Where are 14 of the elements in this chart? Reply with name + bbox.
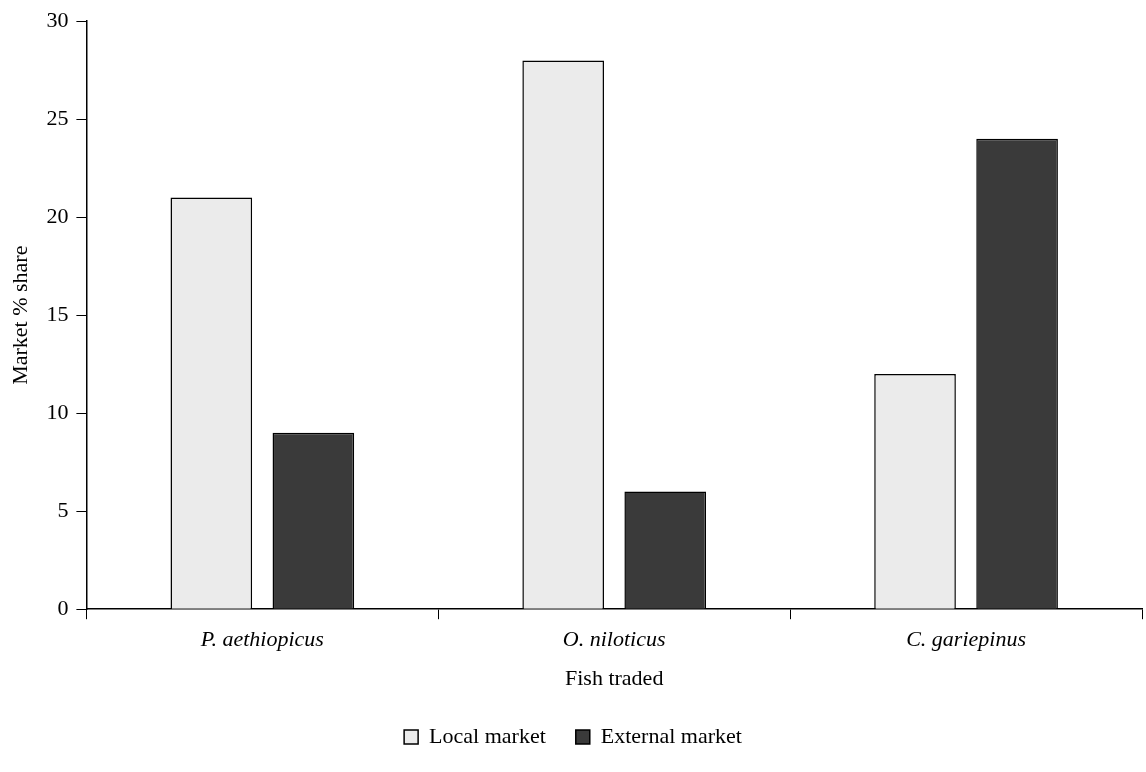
legend-label: External market	[600, 722, 742, 748]
x-axis-title: Fish traded	[565, 664, 664, 690]
y-tick-label: 0	[57, 594, 69, 620]
x-tick-label: O. niloticus	[562, 626, 666, 652]
y-tick-label: 25	[46, 104, 69, 130]
y-tick-label: 10	[46, 398, 69, 424]
legend-label: Local market	[429, 722, 546, 748]
y-tick-label: 20	[46, 202, 69, 228]
y-tick-label: 15	[46, 300, 69, 326]
y-tick-label: 5	[57, 496, 69, 522]
y-tick-label: 30	[46, 6, 69, 32]
x-tick-label: P. aethiopicus	[199, 626, 324, 652]
y-axis-title: Market % share	[6, 245, 32, 385]
x-tick-label: C. gariepinus	[906, 626, 1026, 652]
